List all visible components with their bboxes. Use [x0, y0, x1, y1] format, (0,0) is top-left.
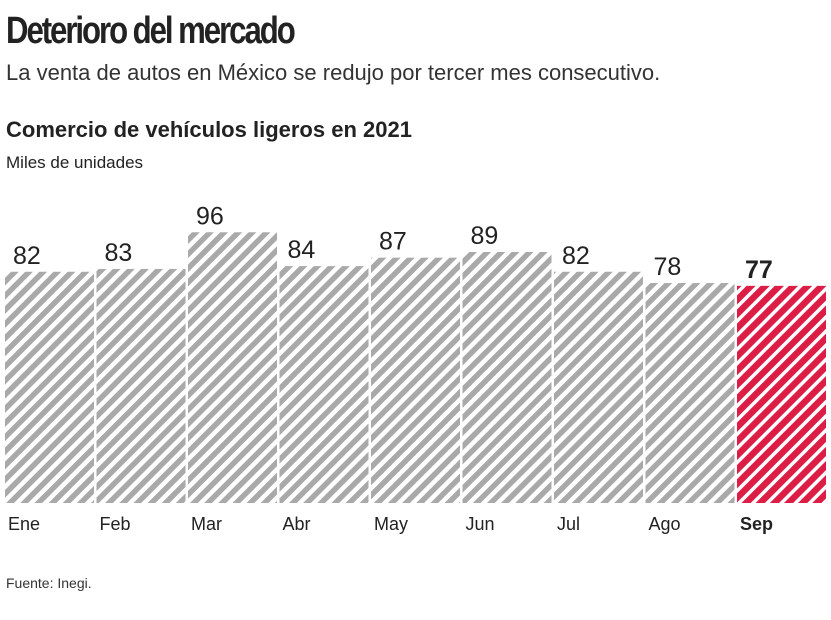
category-label: Feb — [100, 514, 131, 534]
category-label: Mar — [191, 514, 222, 534]
bar-abr — [279, 266, 369, 503]
category-label: Jun — [466, 514, 495, 534]
bar-sep — [737, 285, 826, 503]
category-label: Ene — [8, 514, 40, 534]
chart-unit-label: Miles de unidades — [6, 153, 144, 172]
bar-ago — [645, 283, 735, 503]
value-label: 96 — [196, 202, 224, 230]
chart-title: Comercio de vehículos ligeros en 2021 — [6, 117, 412, 142]
bar-feb — [96, 268, 186, 503]
page-title: Deterioro del mercado — [6, 10, 296, 52]
value-label: 82 — [562, 242, 590, 270]
category-label: Jul — [557, 514, 580, 534]
value-label: 77 — [745, 256, 773, 284]
source-note: Fuente: Inegi. — [6, 575, 92, 591]
bar-jun — [462, 252, 552, 503]
page-subtitle: La venta de autos en México se redujo po… — [6, 60, 661, 85]
category-label: Abr — [283, 514, 311, 534]
category-label: May — [374, 514, 408, 534]
value-label: 84 — [288, 236, 316, 264]
value-label: 78 — [654, 253, 682, 281]
category-label: Sep — [740, 514, 773, 534]
value-label: 87 — [379, 228, 407, 256]
value-label: 83 — [105, 239, 133, 267]
bar-may — [371, 257, 460, 503]
bar-ene — [5, 271, 94, 503]
bar-mar — [188, 232, 277, 503]
bar-jul — [554, 271, 643, 503]
value-label: 89 — [471, 222, 499, 250]
category-label: Ago — [649, 514, 681, 534]
value-label: 82 — [13, 242, 41, 270]
